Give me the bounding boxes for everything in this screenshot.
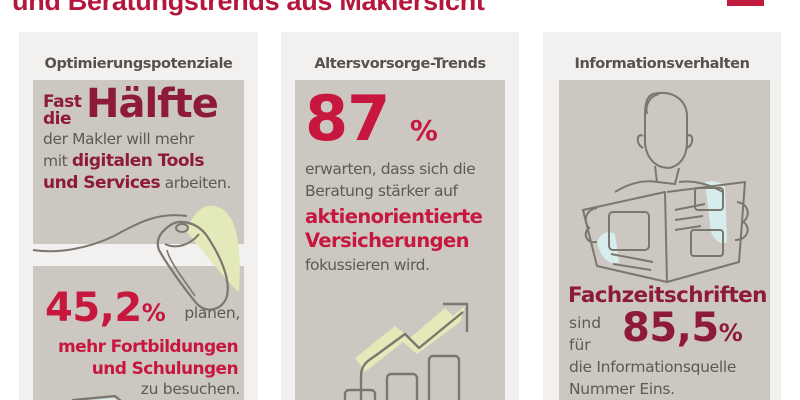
stat-description: der Makler will mehr mit digitalen Tools…: [43, 128, 243, 194]
lead-big-text: Hälfte: [86, 81, 219, 127]
stat-number: 87: [305, 82, 390, 155]
stat-after-value: planen,: [184, 304, 240, 322]
connector-word-1: sind: [569, 314, 602, 332]
desc-prefix: mit: [43, 152, 68, 170]
column-optimierungspotenziale: Optimierungspotenziale Fast die Hälfte d…: [19, 32, 258, 400]
desc-line-3: und Services arbeiten.: [43, 172, 243, 194]
desc-end: fokussieren wird.: [305, 256, 430, 274]
desc-line-2: Nummer Eins.: [569, 380, 675, 398]
desc-line-1: erwarten, dass sich die: [305, 160, 476, 178]
highlight-line-2: und Schulungen: [91, 359, 239, 379]
stat-highlight: mehr Fortbildungen und Schulungen: [58, 336, 239, 380]
percent-sign: %: [141, 299, 166, 327]
highlight-line-2: Versicherungen: [305, 229, 469, 252]
column-heading: Informationsverhalten: [574, 56, 750, 72]
connector-word-2: für: [569, 336, 591, 354]
stat-value: 85,5%: [622, 305, 743, 353]
stat-connector: sind für: [569, 312, 601, 356]
lead-word-die: die: [43, 109, 72, 129]
desc-line-2: Beratung stärker auf: [305, 182, 458, 200]
computer-mouse-icon: [32, 205, 240, 311]
lead-small-text: Fast die: [43, 92, 82, 129]
desc-highlight-1: digitalen Tools: [71, 151, 205, 171]
column-altersvorsorge-trends: Altersvorsorge-Trends 87 % erwarten, das…: [281, 32, 519, 400]
desc-line-1: die Informationsquelle: [569, 358, 737, 376]
desc-line-2: mit digitalen Tools: [43, 150, 243, 172]
stat-end: zu besuchen.: [140, 380, 241, 398]
stat-number: 45,2: [45, 285, 142, 331]
stat-box-digital-tools: Fast die Hälfte der Makler will mehr mit…: [33, 80, 244, 244]
stat-box-fortbildungen: 45,2% planen, mehr Fortbildungen und Sch…: [33, 266, 244, 400]
highlight-line-1: aktienorientierte: [305, 205, 483, 228]
newspaper-reader-icon: [582, 92, 749, 283]
desc-suffix: arbeiten.: [164, 174, 232, 192]
column-heading: Optimierungspotenziale: [44, 56, 233, 72]
desc-highlight-2: und Services: [43, 173, 161, 193]
column-informationsverhalten: Informationsverhalten Fachzeitschriften …: [543, 32, 781, 400]
stat-box-fachzeitschriften: Fachzeitschriften sind für 85,5% die Inf…: [559, 80, 770, 400]
percent-sign: %: [718, 319, 743, 347]
brand-logo-badge: [727, 0, 764, 6]
stat-description: die Informationsquelle Nummer Eins.: [569, 356, 736, 400]
stat-value: 87 %: [305, 88, 438, 162]
highlight-line-1: mehr Fortbildungen: [58, 337, 239, 357]
lead-word-fast: Fast: [43, 92, 82, 112]
desc-line-1: der Makler will mehr: [43, 130, 195, 148]
stat-highlight: Fachzeitschriften: [568, 283, 767, 308]
laptop-icon: [71, 394, 122, 400]
growth-chart-icon: [343, 302, 469, 400]
percent-sign: %: [409, 114, 438, 147]
stat-description: erwarten, dass sich die Beratung stärker…: [305, 158, 505, 276]
column-heading: Altersvorsorge-Trends: [314, 56, 486, 72]
stat-box-aktien: 87 % erwarten, dass sich die Beratung st…: [295, 80, 505, 400]
stat-value: 45,2%: [45, 285, 166, 333]
stat-number: 85,5: [622, 305, 719, 351]
page-title: und Beratungstrends aus Maklersicht: [12, 0, 485, 16]
